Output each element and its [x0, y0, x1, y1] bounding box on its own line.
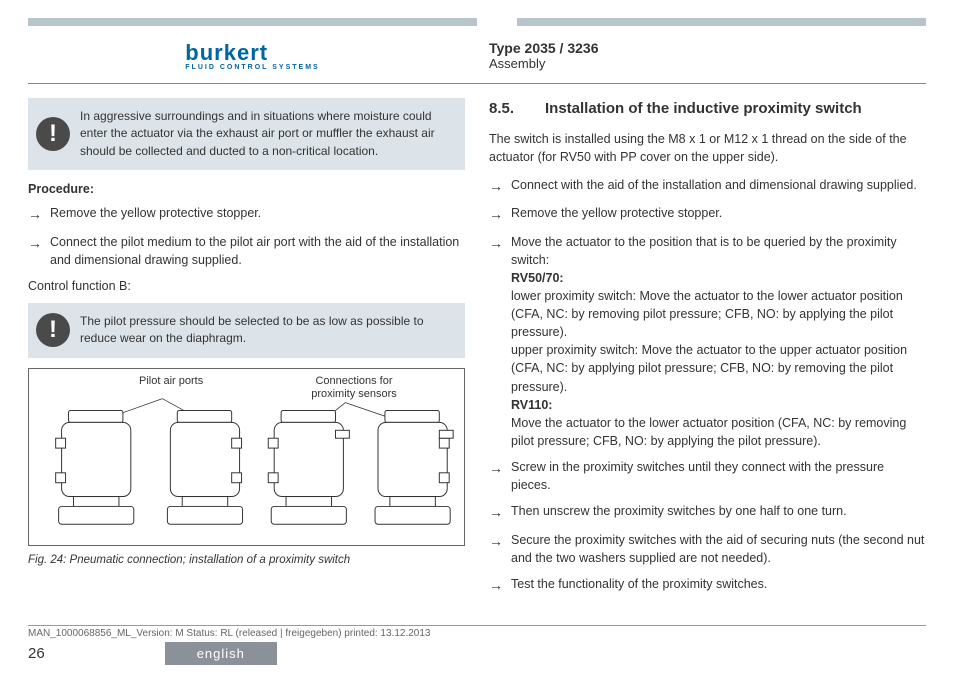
page-header: burkert FLUID CONTROL SYSTEMS Type 2035 … [28, 34, 926, 84]
section-intro: The switch is installed using the M8 x 1… [489, 130, 926, 166]
page-number: 26 [28, 645, 45, 662]
install-step: → Then unscrew the proximity switches by… [489, 502, 926, 522]
warning-text-2: The pilot pressure should be selected to… [80, 314, 424, 345]
rv5070-upper: upper proximity switch: Move the actuato… [511, 343, 907, 393]
install-step: → Screw in the proximity switches until … [489, 458, 926, 494]
arrow-icon: → [489, 575, 511, 595]
section-heading: 8.5. Installation of the inductive proxi… [489, 98, 926, 120]
footer-metadata: MAN_1000068856_ML_Version: M Status: RL … [28, 625, 926, 639]
type-label: Type 2035 / 3236 [489, 40, 598, 56]
procedure-step: → Connect the pilot medium to the pilot … [28, 233, 465, 269]
step-text: Test the functionality of the proximity … [511, 575, 926, 595]
install-step: → Remove the yellow protective stopper. [489, 204, 926, 224]
brand-logo: burkert FLUID CONTROL SYSTEMS [185, 40, 319, 71]
arrow-icon: → [489, 458, 511, 494]
rv5070-label: RV50/70: [511, 271, 564, 285]
figure-diagram: Pilot air ports Connections for proximit… [28, 368, 465, 546]
step-text: Secure the proximity switches with the a… [511, 531, 926, 567]
procedure-text: Connect the pilot medium to the pilot ai… [50, 233, 465, 269]
page-footer: 26 english [28, 642, 277, 665]
language-badge: english [165, 642, 277, 665]
right-column: 8.5. Installation of the inductive proxi… [489, 98, 926, 603]
arrow-icon: → [28, 204, 50, 224]
rv110-text: Move the actuator to the lower actuator … [511, 416, 906, 448]
arrow-icon: → [489, 233, 511, 451]
step-text: Screw in the proximity switches until th… [511, 458, 926, 494]
warning-box-2: ! The pilot pressure should be selected … [28, 303, 465, 358]
arrow-icon: → [489, 502, 511, 522]
section-label: Assembly [489, 56, 598, 71]
logo-subtitle: FLUID CONTROL SYSTEMS [185, 64, 319, 71]
procedure-step: → Remove the yellow protective stopper. [28, 204, 465, 224]
arrow-icon: → [489, 531, 511, 567]
install-step: → Test the functionality of the proximit… [489, 575, 926, 595]
warning-icon: ! [36, 117, 70, 151]
procedure-text: Remove the yellow protective stopper. [50, 204, 465, 224]
logo-text: burkert [185, 40, 319, 66]
header-color-bar [28, 18, 926, 26]
install-step: → Move the actuator to the position that… [489, 233, 926, 451]
figure-caption: Fig. 24: Pneumatic connection; installat… [28, 552, 465, 569]
procedure-heading: Procedure: [28, 180, 465, 198]
arrow-icon: → [28, 233, 50, 269]
figure-label-connections: Connections for proximity sensors [299, 375, 409, 401]
step-text: Remove the yellow protective stopper. [511, 204, 926, 224]
step-text: Connect with the aid of the installation… [511, 176, 926, 196]
arrow-icon: → [489, 204, 511, 224]
warning-icon: ! [36, 313, 70, 347]
arrow-icon: → [489, 176, 511, 196]
install-step: → Secure the proximity switches with the… [489, 531, 926, 567]
left-column: ! In aggressive surroundings and in situ… [28, 98, 465, 603]
warning-box-1: ! In aggressive surroundings and in situ… [28, 98, 465, 170]
install-step: → Connect with the aid of the installati… [489, 176, 926, 196]
rv110-label: RV110: [511, 398, 552, 412]
step-text: Move the actuator to the position that i… [511, 233, 926, 451]
step-text: Then unscrew the proximity switches by o… [511, 502, 926, 522]
control-function-label: Control function B: [28, 277, 465, 295]
section-number: 8.5. [489, 98, 545, 120]
section-title-text: Installation of the inductive proximity … [545, 98, 926, 120]
figure-label-pilot: Pilot air ports [139, 375, 203, 388]
warning-text-1: In aggressive surroundings and in situat… [80, 109, 435, 158]
rv5070-lower: lower proximity switch: Move the actuato… [511, 289, 903, 339]
